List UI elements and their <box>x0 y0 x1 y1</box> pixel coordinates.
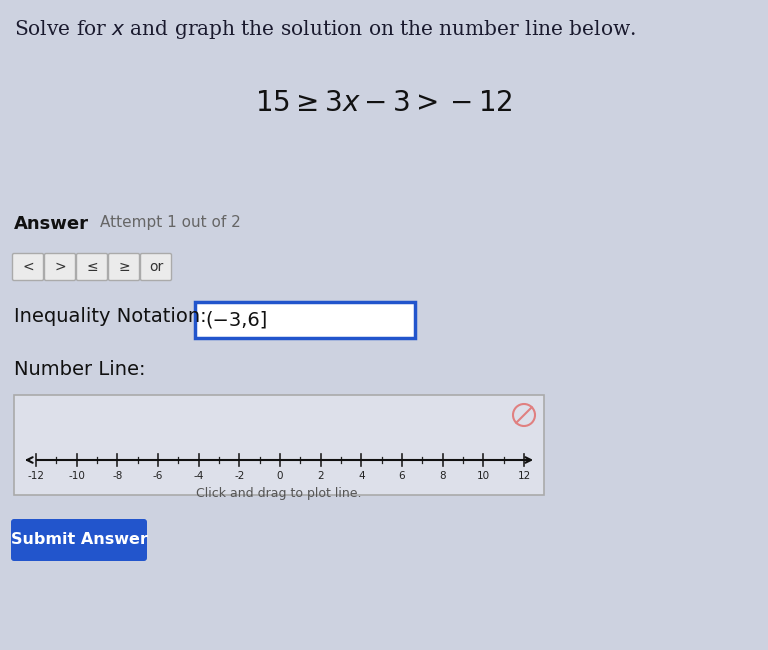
FancyBboxPatch shape <box>108 254 140 281</box>
Text: Solve for $x$ and graph the solution on the number line below.: Solve for $x$ and graph the solution on … <box>14 18 636 41</box>
Text: or: or <box>149 260 163 274</box>
Text: -12: -12 <box>28 471 45 481</box>
FancyBboxPatch shape <box>45 254 75 281</box>
Text: ≤: ≤ <box>86 260 98 274</box>
Text: >: > <box>55 260 66 274</box>
Text: 10: 10 <box>477 471 490 481</box>
Text: Attempt 1 out of 2: Attempt 1 out of 2 <box>100 215 240 230</box>
Text: 8: 8 <box>439 471 446 481</box>
Text: Answer: Answer <box>14 215 89 233</box>
FancyBboxPatch shape <box>77 254 108 281</box>
FancyBboxPatch shape <box>141 254 171 281</box>
Text: Submit Answer: Submit Answer <box>11 532 147 547</box>
Text: Number Line:: Number Line: <box>14 360 145 379</box>
Text: 12: 12 <box>518 471 531 481</box>
Text: (−3,6]: (−3,6] <box>205 311 267 330</box>
Text: $15 \geq 3x - 3 > -12$: $15 \geq 3x - 3 > -12$ <box>255 90 513 117</box>
Text: -6: -6 <box>153 471 163 481</box>
Text: -10: -10 <box>68 471 85 481</box>
FancyBboxPatch shape <box>12 254 44 281</box>
Text: Inequality Notation:: Inequality Notation: <box>14 307 207 326</box>
Text: -4: -4 <box>194 471 204 481</box>
FancyBboxPatch shape <box>11 519 147 561</box>
Text: 2: 2 <box>317 471 324 481</box>
Text: 0: 0 <box>276 471 283 481</box>
Text: -2: -2 <box>234 471 244 481</box>
FancyBboxPatch shape <box>14 395 544 495</box>
Text: -8: -8 <box>112 471 123 481</box>
FancyBboxPatch shape <box>195 302 415 338</box>
Text: Click and drag to plot line.: Click and drag to plot line. <box>197 487 362 500</box>
Text: 4: 4 <box>358 471 365 481</box>
Text: 6: 6 <box>399 471 406 481</box>
Text: <: < <box>22 260 34 274</box>
Text: ≥: ≥ <box>118 260 130 274</box>
